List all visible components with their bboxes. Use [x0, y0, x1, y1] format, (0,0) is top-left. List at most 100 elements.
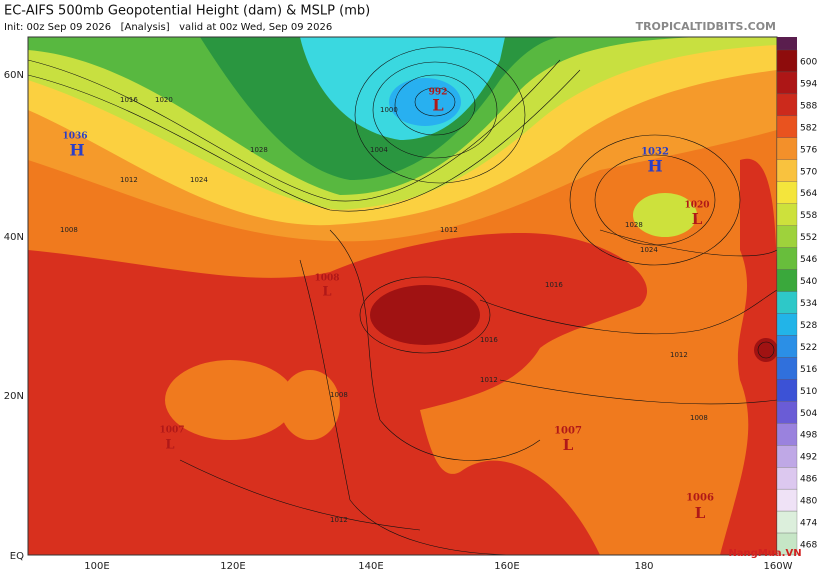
lat-label: EQ	[10, 551, 24, 562]
contour-label: 1008	[60, 226, 78, 234]
colorbar-cell	[776, 510, 798, 534]
lat-label: 60N	[4, 70, 24, 81]
colorbar-label: 534	[800, 299, 817, 309]
colorbar-label: 546	[800, 255, 817, 265]
colorbar-cell	[776, 401, 798, 424]
pressure-value: 1036	[62, 132, 87, 142]
contour-label: 1012	[330, 516, 348, 524]
colorbar-label: 528	[800, 321, 817, 331]
colorbar-cell	[776, 115, 798, 138]
lon-label: 160E	[494, 561, 519, 572]
colorbar-cell	[776, 159, 798, 182]
colorbar-label: 594	[800, 79, 817, 89]
colorbar-label: 564	[800, 189, 817, 199]
colorbar-label: 552	[800, 233, 817, 243]
colorbar-cell	[776, 203, 798, 226]
pressure-center: L	[322, 285, 331, 300]
colorbar: 600 594 588 582 576 570 564 558 552 546 540 534 528 5…	[776, 49, 817, 556]
colorbar-label: 522	[800, 343, 817, 353]
pressure-center: L	[695, 504, 706, 522]
colorbar-cell	[776, 335, 798, 358]
contour-label: 1008	[690, 414, 708, 422]
pressure-value: 1007	[159, 426, 184, 436]
pressure-value: 1008	[314, 274, 339, 284]
colorbar-label: 492	[800, 453, 817, 463]
lon-label: 100E	[84, 561, 109, 572]
pressure-value: 1006	[686, 493, 714, 504]
contour-label: 1012	[120, 176, 138, 184]
colorbar-label: 582	[800, 123, 817, 133]
contour-label: 1012	[670, 351, 688, 359]
contour-label: 1012	[440, 226, 458, 234]
colorbar-cell	[776, 357, 798, 380]
colorbar-cell	[776, 423, 798, 446]
pressure-center: L	[432, 96, 443, 115]
colorbar-label: 486	[800, 475, 817, 485]
pressure-center: H	[647, 157, 662, 176]
contour-label: 1020	[155, 96, 173, 104]
lat-label: 40N	[4, 232, 24, 243]
region-582	[280, 370, 340, 440]
colorbar-cell	[776, 269, 798, 292]
colorbar-cell	[776, 291, 798, 314]
colorbar-cell	[776, 181, 798, 204]
title: EC-AIFS 500mb Geopotential Height (dam) …	[4, 4, 370, 19]
contour-label: 1016	[120, 96, 138, 104]
contour-label: 1016	[480, 336, 498, 344]
map: H 1032 L 1020 L 1008 L 1007 L 1007 L 100…	[28, 37, 777, 555]
colorbar-cell	[776, 532, 798, 556]
region-588	[720, 158, 777, 555]
colorbar-label: 570	[800, 167, 817, 177]
contour-label: 1012	[480, 376, 498, 384]
colorbar-cell	[776, 247, 798, 270]
colorbar-cell	[776, 71, 798, 95]
colorbar-cell	[776, 313, 798, 336]
lon-label: 180	[634, 561, 653, 572]
lat-label: 20N	[4, 391, 24, 402]
pressure-value: 1032	[641, 147, 669, 158]
isobars	[28, 46, 777, 555]
colorbar-cell	[776, 137, 798, 160]
region-582	[165, 360, 295, 440]
pressure-center: L	[692, 210, 703, 228]
lon-label: 120E	[220, 561, 245, 572]
pressure-value: 992	[429, 88, 448, 98]
colorbar-label: 480	[800, 497, 817, 507]
contour-label: 1028	[250, 146, 268, 154]
contour-labels: 1008 1012 1016 1020 1024 1028 1000 1004 1012 1016…	[60, 96, 708, 524]
region-558	[633, 193, 697, 237]
colorbar-cell	[776, 445, 798, 468]
colorbar-label: 540	[800, 277, 817, 287]
lon-label: 140E	[358, 561, 383, 572]
colorbar-cell	[776, 467, 798, 490]
lon-label: 160W	[764, 561, 793, 572]
pressure-value: 1020	[684, 201, 709, 211]
pressure-center: H	[69, 141, 84, 160]
colorbar-label: 576	[800, 145, 817, 155]
colorbar-label: 588	[800, 101, 817, 111]
colorbar-label: 510	[800, 387, 817, 397]
pressure-value: 1007	[554, 426, 582, 437]
colorbar-label: 504	[800, 409, 817, 419]
colorbar-cell	[776, 488, 798, 512]
colorbar-label: 498	[800, 431, 817, 441]
pressure-center: L	[563, 436, 574, 454]
contour-label: 1028	[625, 221, 643, 229]
colorbar-label: 600	[800, 57, 817, 67]
contour-label: 1024	[640, 246, 658, 254]
contour-label: 1000	[380, 106, 398, 114]
contour-label: 1016	[545, 281, 563, 289]
colorbar-label: 468	[800, 541, 817, 551]
colorbar-label: 474	[800, 519, 817, 529]
region-594	[370, 285, 480, 345]
colorbar-cell	[776, 93, 798, 117]
region-528	[389, 78, 461, 126]
storm	[754, 338, 777, 362]
colorbar-cell	[776, 225, 798, 248]
contour-label: 1024	[190, 176, 208, 184]
colorbar-top	[777, 37, 797, 50]
colorbar-cell	[776, 49, 798, 73]
colorbar-cell	[776, 379, 798, 402]
watermark: NangMua.VN	[728, 548, 801, 559]
